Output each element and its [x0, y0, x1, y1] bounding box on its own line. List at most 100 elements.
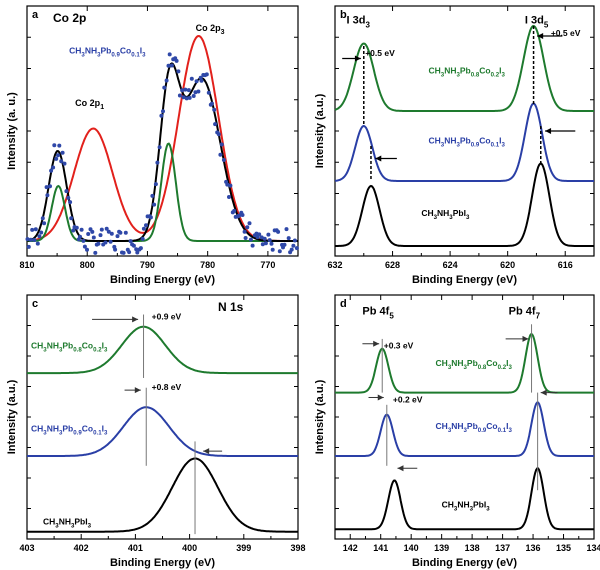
panel-b: 632 628 624 620 616 Binding Energy (eV) Intens…: [314, 5, 595, 286]
data-point: [282, 242, 287, 247]
shift-annotation: +0.5 eV: [365, 48, 395, 58]
x-tick-label: 628: [385, 260, 400, 270]
data-point: [243, 236, 248, 240]
data-point: [291, 243, 296, 248]
data-point: [66, 195, 71, 200]
series-line-blue: [27, 406, 298, 457]
x-tick-label: 399: [236, 543, 251, 553]
data-point: [131, 243, 136, 248]
data-point: [206, 90, 211, 95]
series-line-black: [26, 62, 298, 242]
x-tick-label: 800: [80, 260, 95, 270]
data-point: [153, 182, 158, 187]
data-point: [99, 227, 104, 232]
data-point: [286, 236, 291, 241]
data-point: [221, 158, 226, 162]
x-tick-label: 770: [260, 260, 275, 270]
data-point: [213, 122, 218, 127]
data-point: [248, 237, 253, 242]
x-tick-label: 401: [128, 543, 143, 553]
data-point: [227, 195, 231, 199]
data-point: [134, 247, 139, 252]
data-point: [108, 239, 113, 244]
data-point: [60, 150, 65, 155]
x-tick-label: 810: [19, 260, 34, 270]
shift-annotation: +0.3 eV: [384, 341, 414, 351]
data-point: [86, 232, 91, 236]
data-point: [181, 95, 186, 100]
series-line-black: [27, 457, 298, 533]
x-axis-title: Binding Energy (eV): [110, 274, 215, 286]
data-point: [91, 235, 96, 240]
shift-arrow-head: [537, 33, 544, 39]
x-tick-label: 139: [434, 543, 449, 553]
data-point: [191, 94, 196, 98]
data-point: [212, 107, 217, 112]
x-tick-label: 142: [343, 543, 358, 553]
data-point: [198, 75, 203, 80]
data-point: [152, 202, 157, 207]
x-tick-label: 616: [558, 260, 573, 270]
series-line-green: [27, 325, 298, 375]
data-point: [159, 113, 164, 118]
data-point: [140, 236, 145, 241]
data-point: [266, 232, 271, 237]
data-point: [166, 63, 171, 68]
shift-arrow-head: [373, 340, 380, 347]
data-point: [184, 96, 189, 101]
shift-arrow-head: [354, 55, 361, 62]
data-point: [98, 233, 103, 238]
panel-letter: c: [32, 298, 38, 310]
data-point: [161, 109, 165, 114]
data-point: [164, 78, 169, 83]
data-point: [106, 229, 111, 234]
shift-annotation: +0.9 eV: [152, 311, 182, 321]
data-point: [138, 246, 143, 251]
data-point: [257, 232, 262, 237]
x-tick-label: 134: [586, 543, 600, 553]
data-point: [180, 88, 185, 93]
data-point: [42, 221, 47, 226]
data-point: [259, 235, 264, 240]
data-point: [123, 230, 128, 235]
series-label-green: CH3NH3Pb0.8Co0.2I3: [429, 66, 506, 79]
shift-annotation: +0.8 eV: [152, 382, 182, 392]
data-point: [177, 93, 182, 98]
data-point: [49, 168, 54, 173]
x-tick-label: 403: [19, 543, 34, 553]
data-point: [25, 237, 30, 242]
data-point: [150, 193, 155, 198]
shift-arrow-head: [522, 335, 529, 342]
data-point: [62, 161, 67, 166]
x-tick-label: 137: [495, 543, 510, 553]
series-label-black: CH3NH3PbI3: [43, 516, 92, 529]
x-tick-label: 402: [74, 543, 89, 553]
data-point: [68, 200, 73, 205]
series-line-green: [27, 142, 298, 242]
data-point: [37, 234, 42, 239]
data-point: [189, 76, 194, 81]
y-axis-title: Intensity (a.u.): [314, 379, 326, 454]
data-point: [85, 247, 89, 252]
data-point: [196, 89, 201, 94]
data-point: [176, 69, 181, 74]
data-point: [269, 241, 274, 246]
data-point: [193, 90, 198, 95]
data-point: [28, 237, 33, 242]
peak-label: I 3d5: [525, 15, 549, 30]
series-line-green: [334, 24, 594, 112]
peak-label: Co 2p1: [75, 98, 104, 111]
data-point: [225, 182, 230, 187]
data-point: [78, 234, 82, 239]
data-point: [199, 78, 204, 83]
data-point: [32, 238, 37, 242]
series-line-red: [26, 34, 298, 242]
data-point: [218, 152, 223, 157]
panel-title: N 1s: [218, 300, 244, 314]
data-point: [96, 241, 101, 246]
data-point: [237, 213, 241, 218]
data-point: [48, 184, 52, 189]
data-point: [90, 229, 95, 234]
peak-label: Co 2p3: [196, 23, 225, 36]
x-tick-label: 620: [500, 260, 515, 270]
